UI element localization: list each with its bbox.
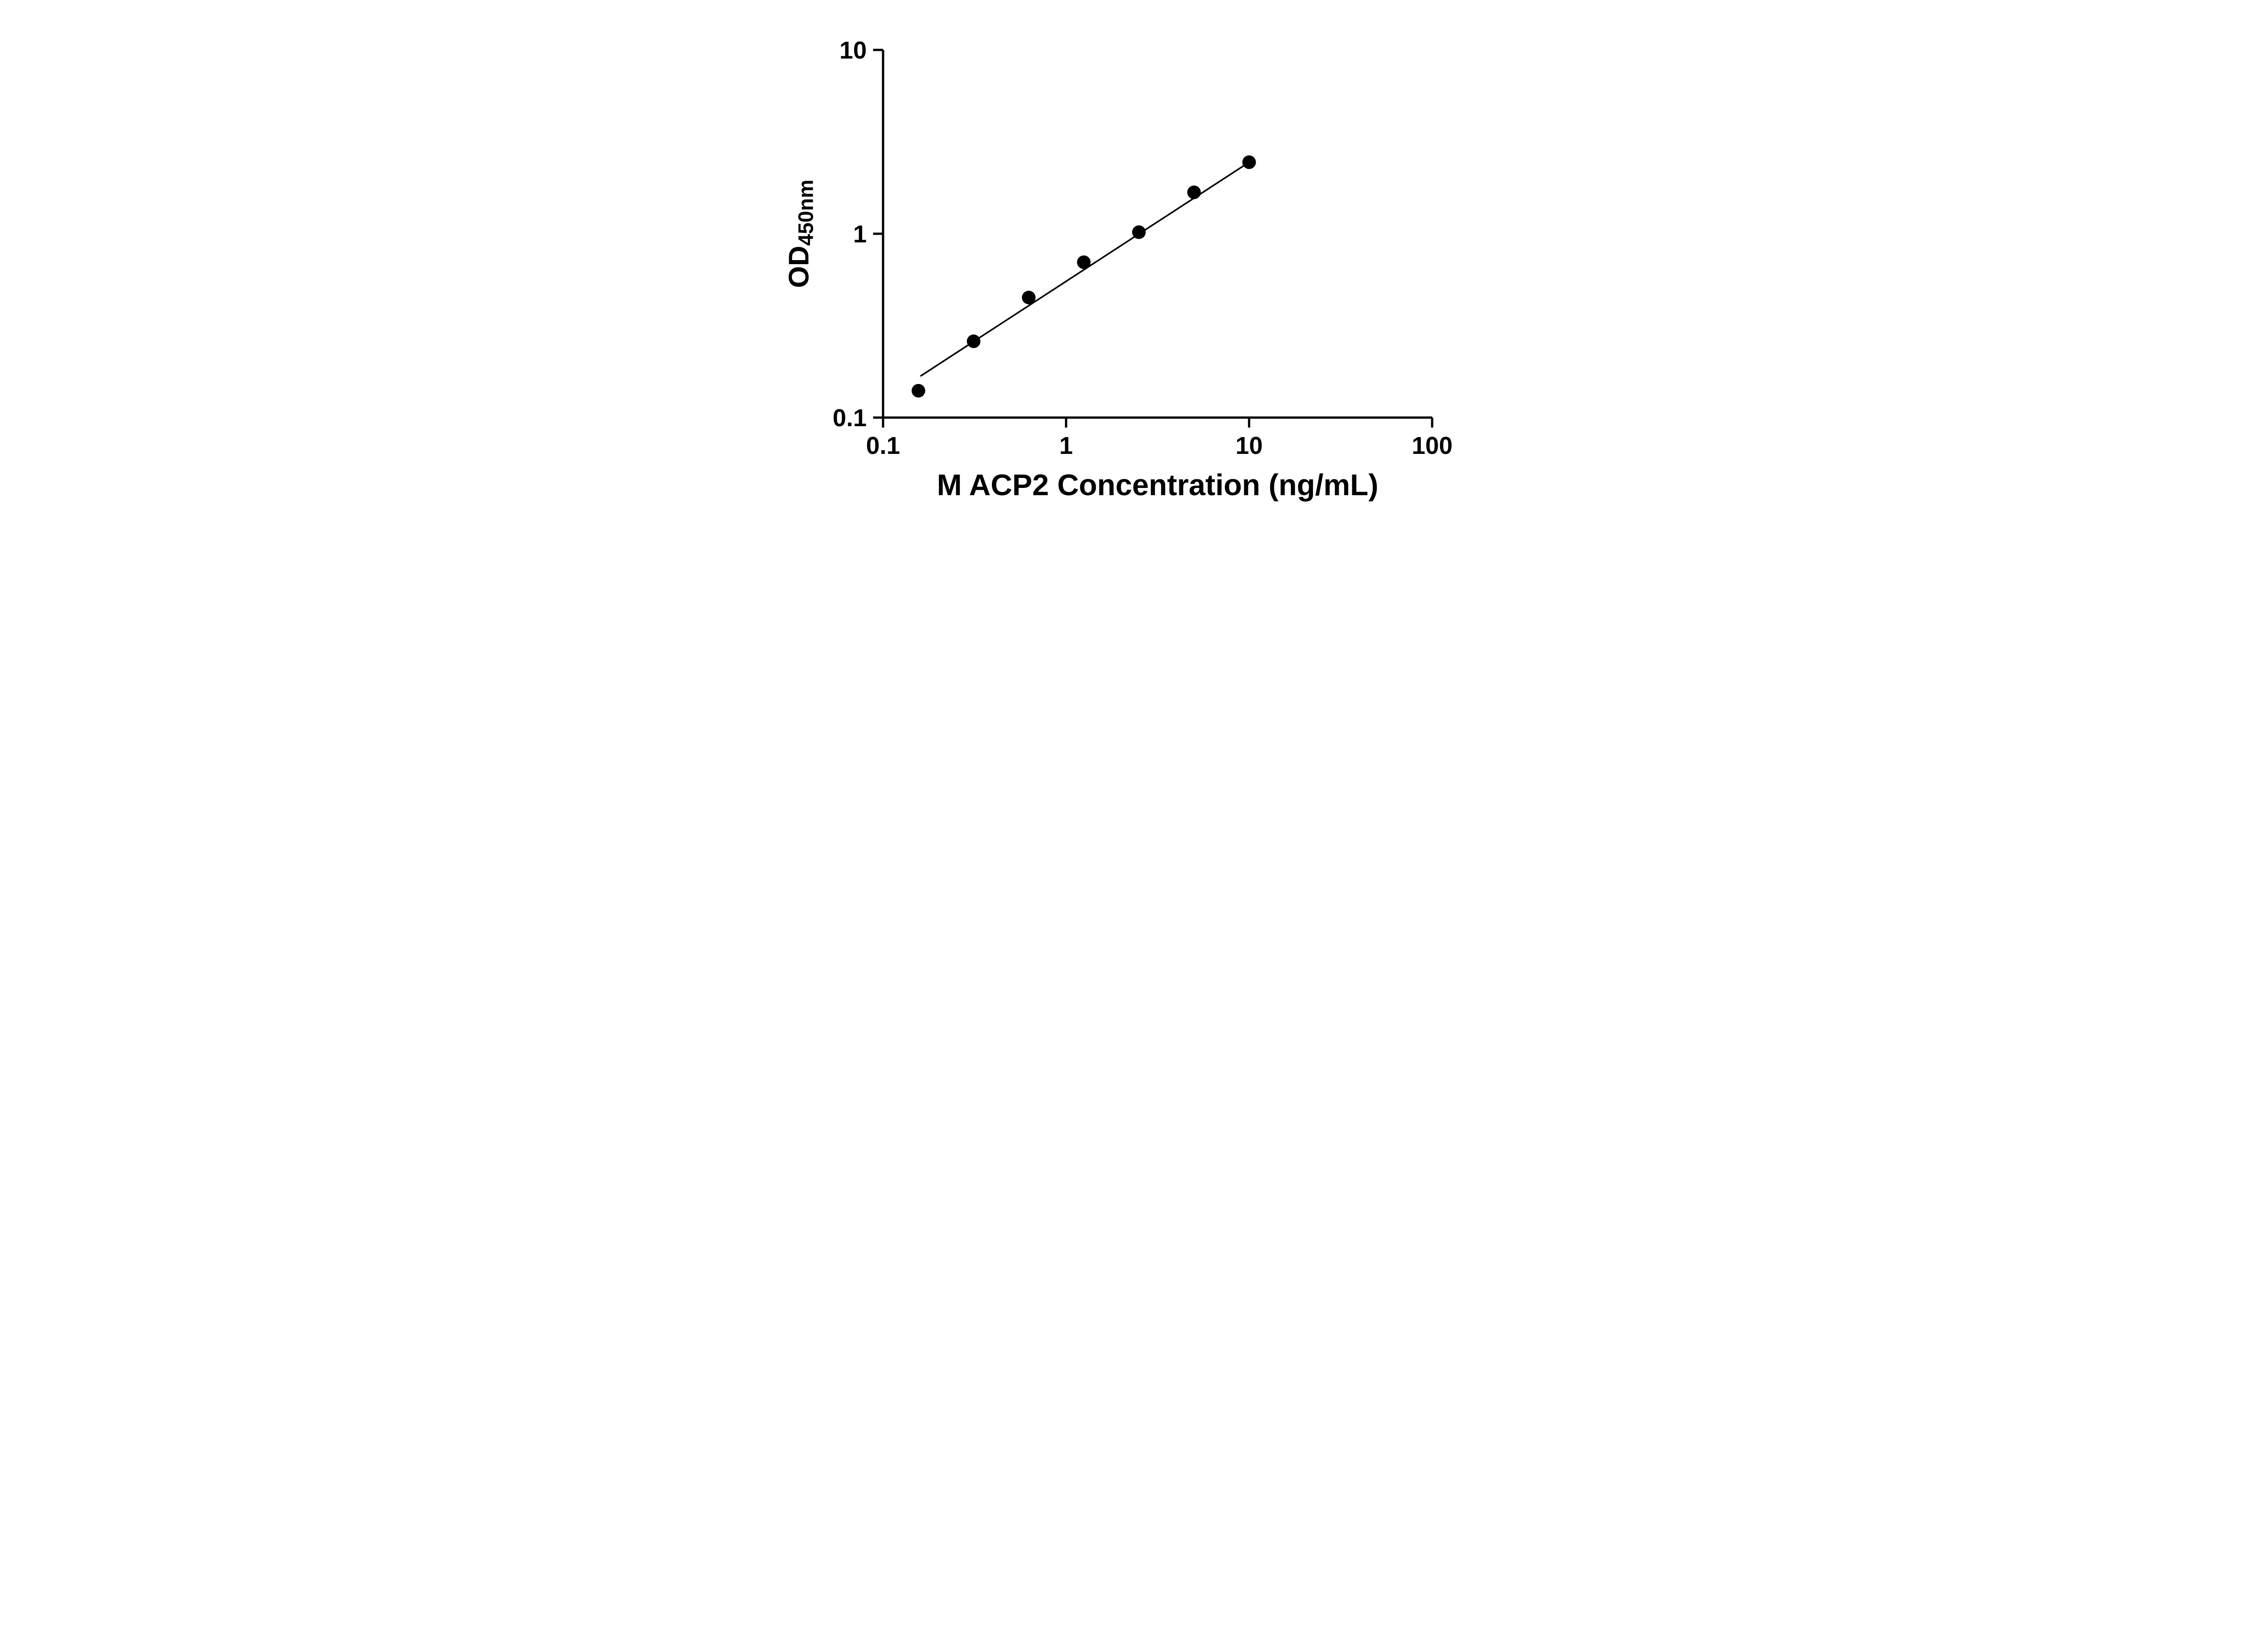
y-tick-label: 0.1 [833,404,867,432]
x-axis-title: M ACP2 Concentration (ng/mL) [937,468,1379,502]
y-axis-title-subscript: 450nm [794,179,818,246]
data-point [967,334,981,348]
y-tick-label: 10 [839,37,867,64]
y-axis-title: OD450nm [783,179,818,288]
data-point [1022,290,1036,305]
chart-svg: 0.1 1 10 100 0.1 1 10 [833,37,1453,459]
x-tick-label: 10 [1236,432,1263,459]
data-point [911,384,925,398]
y-tick-label: 1 [853,221,867,248]
data-point [1187,185,1201,199]
data-point [1242,155,1256,169]
x-tick-label: 1 [1059,432,1073,459]
x-tick-label: 100 [1412,432,1453,459]
data-point [1132,225,1146,239]
x-tick-label: 0.1 [866,432,900,459]
chart-container: 0.1 1 10 100 0.1 1 10 M ACP2 Concentration (ng… [756,0,1512,545]
y-axis-title-main: OD [783,246,815,288]
data-point [1077,255,1091,269]
